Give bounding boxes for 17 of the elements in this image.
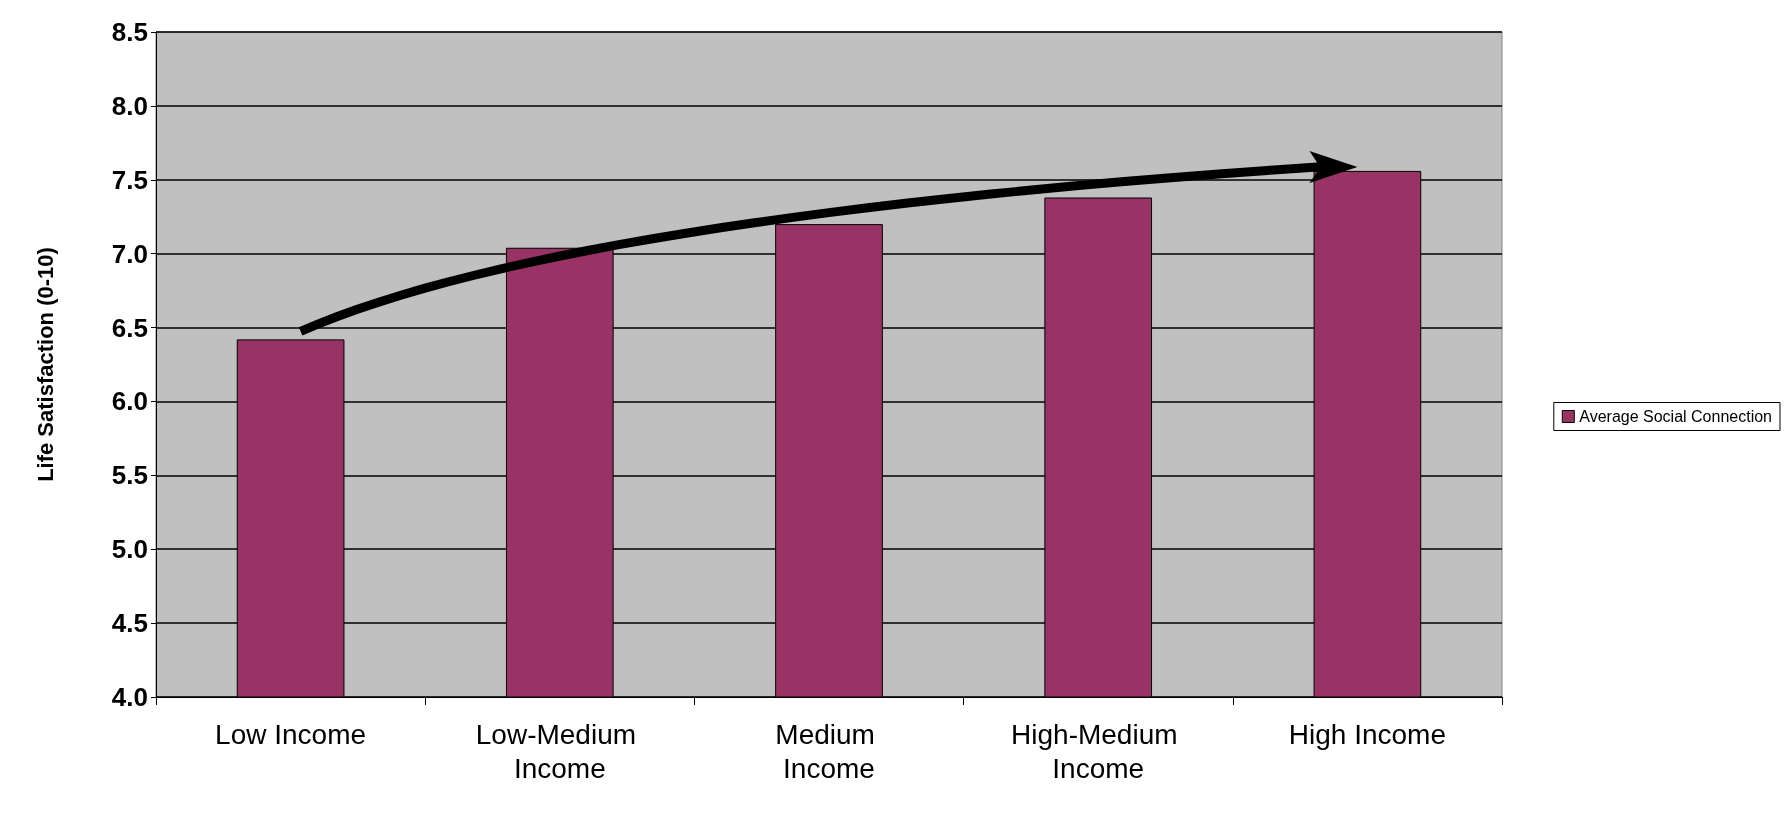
x-tick-label: High-Medium Income [1011,718,1186,784]
x-tick-label: High Income [1288,718,1446,750]
y-tick-label: 6.5 [111,312,148,343]
y-tick-label: 5.5 [111,460,148,491]
y-tick-label: 6.0 [111,386,148,417]
legend-label: Average Social Connection [1579,408,1772,425]
y-axis-title: Life Satisfaction (0-10) [32,247,58,482]
x-tick-label: Medium Income [775,718,883,784]
y-tick-label: 5.0 [111,534,148,565]
x-tick-label: Low-Medium Income [475,718,644,784]
y-tick-label: 4.0 [111,682,148,712]
y-tick-label: 8.5 [111,17,148,47]
y-tick-label: 8.0 [111,90,148,121]
y-tick-label: 7.0 [111,238,148,269]
y-tick-label: 4.5 [111,608,148,639]
x-tick-label: Low Income [215,718,367,750]
y-tick-label: 7.5 [111,164,148,195]
